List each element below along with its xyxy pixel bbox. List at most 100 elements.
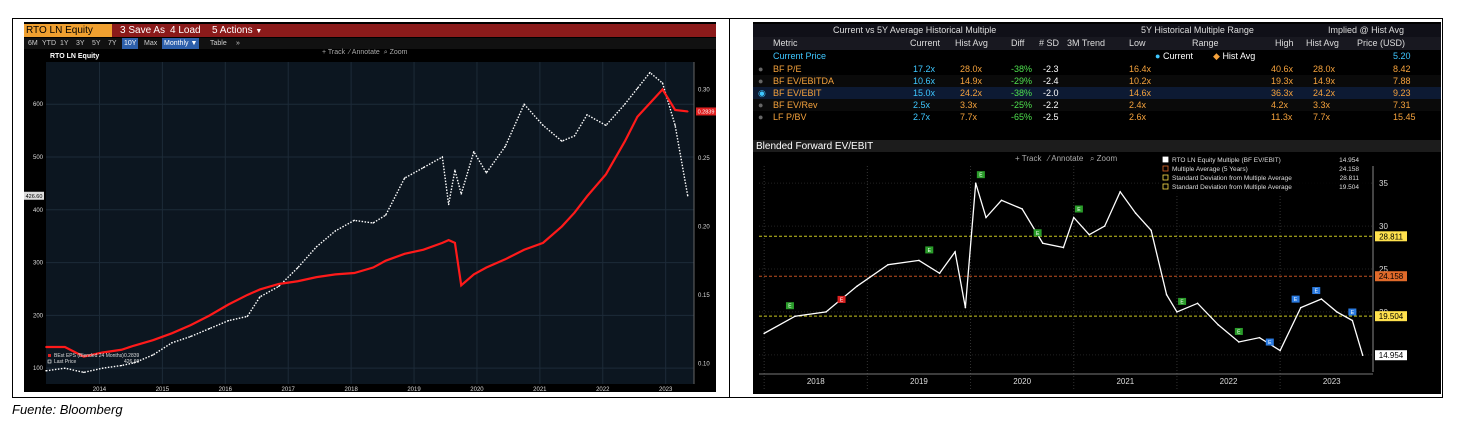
period-6m[interactable]: 6M [28,40,38,47]
ev-ebit-point [1258,336,1261,339]
legend-label: Standard Deviation from Multiple Average [1172,175,1292,182]
eps-point [686,110,689,113]
period-1y[interactable]: 1Y [60,40,69,47]
row-select-radio-icon[interactable]: ● [758,112,764,122]
annotate-tool[interactable]: ⁄ Annotate [349,49,380,56]
legend-value: 14.954 [1339,157,1359,164]
eps-point [460,284,463,287]
zoom-tool-right[interactable]: ⌕ Zoom [1089,154,1118,163]
right-tick-label: 0.10 [698,361,710,367]
price-point [460,193,462,195]
ticker-field[interactable]: RTO LN Equity [24,24,112,37]
right-tick-label: 30 [1379,222,1388,231]
price-point [171,342,173,344]
x-tick-label: 2020 [1013,377,1031,386]
price-point [101,367,104,369]
annotate-tool-right[interactable]: ⁄ Annotate [1048,154,1084,163]
price-point [315,246,318,248]
period-ytd[interactable]: YTD [42,40,56,47]
legend-label: Multiple Average (5 Years) [1172,166,1248,173]
earnings-marker-label: E [928,248,932,254]
price-point [542,124,544,127]
period-max[interactable]: Max [144,40,158,47]
eps-point [485,266,488,269]
period-5y[interactable]: 5Y [92,40,101,47]
ev-ebit-chart[interactable]: 201820192020202120222023353025201528.811… [753,152,1441,392]
table-row[interactable] [753,75,1441,87]
price-point [385,214,387,216]
ev-ebit-point [794,315,796,318]
col-price: Price (USD) [1357,38,1406,48]
price-point [403,177,406,179]
eps-point [454,241,456,244]
legend-eps-swatch [48,354,51,357]
x-tick-label: 2017 [282,387,296,392]
track-tool-right[interactable]: + Track [1015,154,1042,163]
row-select-radio-icon[interactable]: ● [758,64,764,74]
eps-point [472,273,475,276]
ev-ebit-point [985,216,987,219]
period-3y[interactable]: 3Y [76,40,85,47]
range-low: 16.4x [1129,64,1152,74]
track-tool[interactable]: + Track [322,49,346,56]
earnings-marker [925,246,934,254]
legend-swatch [1162,156,1169,163]
period-7y[interactable]: 7Y [108,40,117,47]
price-point [473,151,475,153]
price-point [133,362,135,364]
row-select-radio-icon[interactable]: ◉ [758,88,766,98]
last-price-tag [24,191,44,200]
ev-ebit-chart-header [753,140,1441,152]
load-button[interactable]: 4 Load [170,25,201,36]
ev-ebit-point [1062,246,1065,249]
table-column-header [753,37,1441,50]
price-point [296,267,299,269]
value-tag [1375,311,1407,322]
actions-button[interactable]: 5 Actions ▼ [212,25,263,36]
ev-ebit-point [954,251,956,253]
table-row[interactable] [753,99,1441,111]
save-as-button[interactable]: 3 Save As [120,25,166,36]
eps-point [334,273,337,276]
more-icon[interactable]: » [236,40,240,47]
ev-ebit-point [1217,323,1220,326]
period-toolbar: 6M YTD 1Y 3Y 5Y 7Y 10Y Max Monthly ▼ Tab… [24,38,716,49]
x-tick-label: 2020 [470,387,484,392]
ev-ebit-point [763,332,765,335]
hist-avg-multiple: 3.3x [960,100,978,110]
price-eps-chart[interactable]: 2014 2015 2016 2017 2018 2019 2020 2021 2022 2023… [24,22,716,392]
frequency-select[interactable]: Monthly ▼ [162,38,200,49]
right-chart-tools: + Track ⁄ Annotate ⌕ Zoom [1015,154,1117,164]
col-metric: Metric [773,38,798,48]
table-button[interactable]: Table [210,40,227,47]
current-price-label: Current Price [773,51,827,61]
ev-ebit-point [1119,190,1121,193]
value-tag-label: 24.158 [1379,272,1404,281]
period-10y[interactable]: 10Y [122,38,139,49]
row-select-radio-icon[interactable]: ● [758,76,764,86]
price-point [120,364,123,367]
price-point [674,124,676,127]
right-tick-label: 0.25 [698,156,710,162]
x-tick-label: 2023 [1323,377,1341,386]
table-row[interactable] [753,63,1441,75]
earnings-marker [1291,295,1300,303]
table-row[interactable] [753,111,1441,123]
group-header-current-vs-avg: Current vs 5Y Average Historical Multipl… [833,25,997,35]
earnings-marker-label: E [788,304,792,310]
plot-area [759,166,1373,372]
price-point [649,71,651,74]
price-point [259,296,261,298]
x-tick-label: 2021 [533,387,547,392]
row-select-radio-icon[interactable]: ● [758,100,764,110]
earnings-marker [976,171,985,179]
implied-price: 8.42 [1393,64,1411,74]
left-tick-label: 200 [33,313,44,319]
implied-price: 9.23 [1393,88,1411,98]
ev-ebit-point [1176,311,1178,313]
zoom-tool[interactable]: ⌕ Zoom [383,49,408,56]
table-row[interactable] [753,87,1441,99]
current-multiple: 2.5x [913,100,931,110]
legend-value: 28.811 [1340,175,1360,182]
range-high: 36.3x [1271,88,1294,98]
